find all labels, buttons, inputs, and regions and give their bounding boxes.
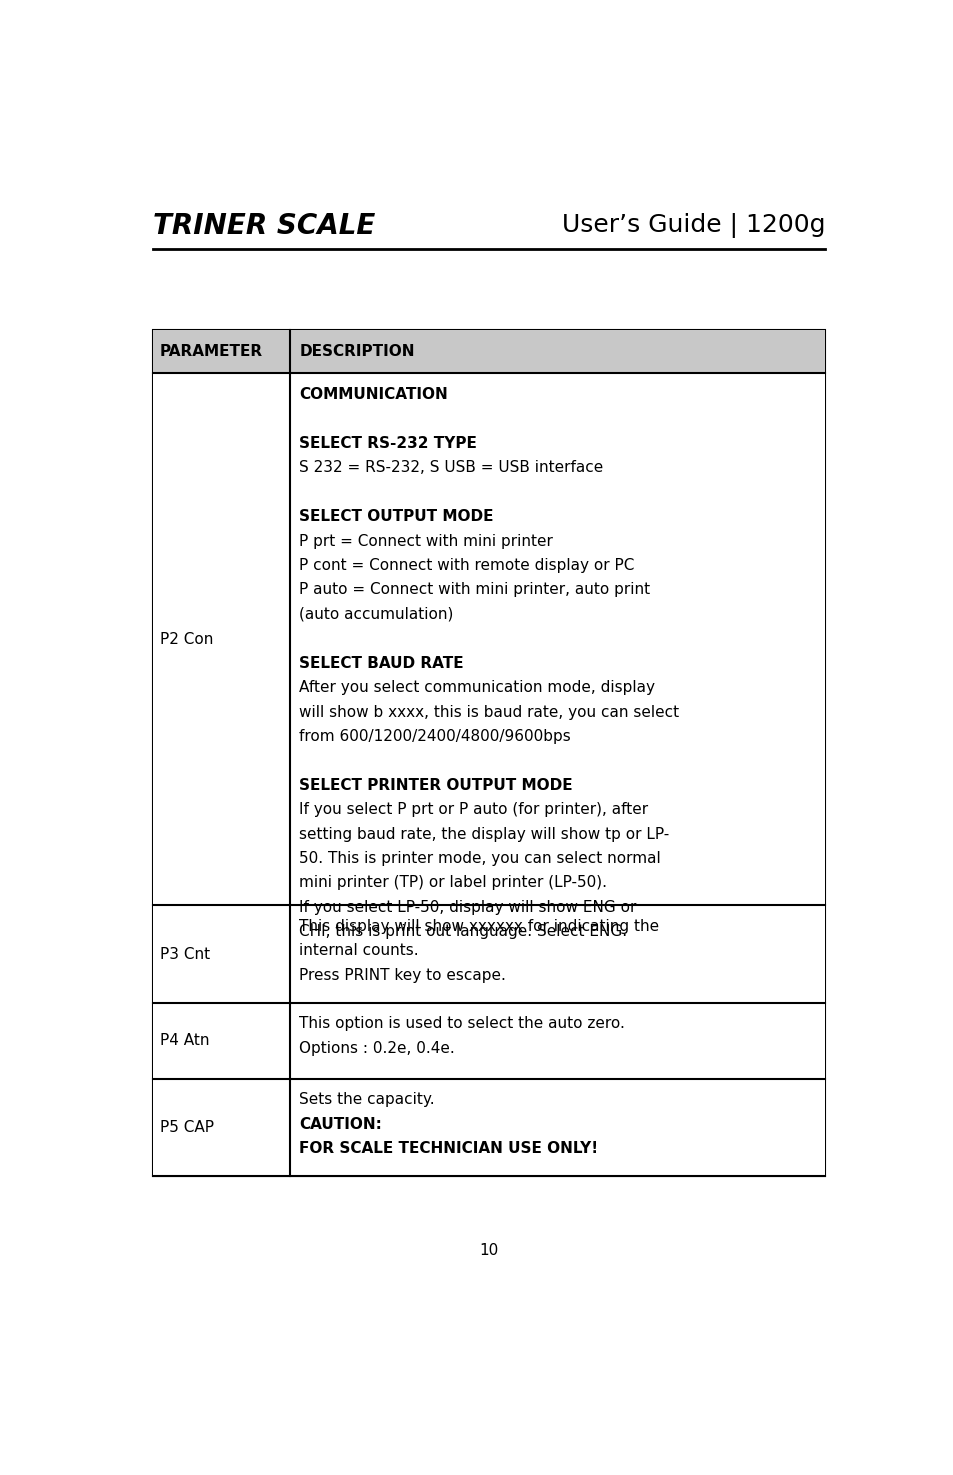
Bar [152, 906, 824, 1003]
Text: SELECT RS-232 TYPE: SELECT RS-232 TYPE [299, 437, 476, 451]
Text: P prt = Connect with mini printer: P prt = Connect with mini printer [299, 534, 553, 549]
Text: This option is used to select the auto zero.: This option is used to select the auto z… [299, 1016, 624, 1031]
Text: TRINER SCALE: TRINER SCALE [152, 212, 375, 240]
Text: DESCRIPTION: DESCRIPTION [299, 344, 415, 360]
Text: SELECT BAUD RATE: SELECT BAUD RATE [299, 656, 463, 671]
Text: PARAMETER: PARAMETER [160, 344, 263, 360]
Text: Press PRINT key to escape.: Press PRINT key to escape. [299, 968, 506, 982]
Text: 10: 10 [478, 1243, 498, 1258]
Text: setting baud rate, the display will show tp or LP-: setting baud rate, the display will show… [299, 826, 669, 842]
Bar [152, 373, 824, 906]
Text: will show b xxxx, this is baud rate, you can select: will show b xxxx, this is baud rate, you… [299, 705, 679, 720]
Text: SELECT PRINTER OUTPUT MODE: SELECT PRINTER OUTPUT MODE [299, 777, 573, 792]
Text: This display will show xxxxxx for indicating the: This display will show xxxxxx for indica… [299, 919, 659, 934]
Text: Sets the capacity.: Sets the capacity. [299, 1093, 435, 1108]
Text: (auto accumulation): (auto accumulation) [299, 606, 454, 622]
Text: P5 CAP: P5 CAP [160, 1120, 213, 1136]
Text: If you select LP-50, display will show ENG or: If you select LP-50, display will show E… [299, 900, 636, 914]
Text: COMMUNICATION: COMMUNICATION [299, 386, 448, 403]
Text: User’s Guide | 1200g: User’s Guide | 1200g [561, 214, 824, 239]
Bar [152, 330, 824, 373]
Text: FOR SCALE TECHNICIAN USE ONLY!: FOR SCALE TECHNICIAN USE ONLY! [299, 1142, 598, 1156]
Text: mini printer (TP) or label printer (LP-50).: mini printer (TP) or label printer (LP-5… [299, 876, 607, 891]
Text: from 600/1200/2400/4800/9600bps: from 600/1200/2400/4800/9600bps [299, 729, 571, 743]
Bar [152, 1078, 824, 1177]
Text: 50. This is printer mode, you can select normal: 50. This is printer mode, you can select… [299, 851, 660, 866]
Text: P auto = Connect with mini printer, auto print: P auto = Connect with mini printer, auto… [299, 583, 650, 597]
Bar [152, 1003, 824, 1078]
Text: internal counts.: internal counts. [299, 943, 418, 959]
Bar [152, 330, 824, 1177]
Text: CAUTION:: CAUTION: [299, 1117, 382, 1131]
Text: After you select communication mode, display: After you select communication mode, dis… [299, 680, 655, 695]
Text: S 232 = RS-232, S USB = USB interface: S 232 = RS-232, S USB = USB interface [299, 460, 603, 475]
Text: P2 Con: P2 Con [160, 631, 213, 648]
Text: CHI, this is print out language. Select ENG.: CHI, this is print out language. Select … [299, 925, 627, 940]
Text: If you select P prt or P auto (for printer), after: If you select P prt or P auto (for print… [299, 802, 648, 817]
Text: Options : 0.2e, 0.4e.: Options : 0.2e, 0.4e. [299, 1041, 455, 1056]
Text: P cont = Connect with remote display or PC: P cont = Connect with remote display or … [299, 558, 634, 574]
Text: P4 Atn: P4 Atn [160, 1034, 210, 1049]
Text: SELECT OUTPUT MODE: SELECT OUTPUT MODE [299, 509, 494, 524]
Text: P3 Cnt: P3 Cnt [160, 947, 210, 962]
